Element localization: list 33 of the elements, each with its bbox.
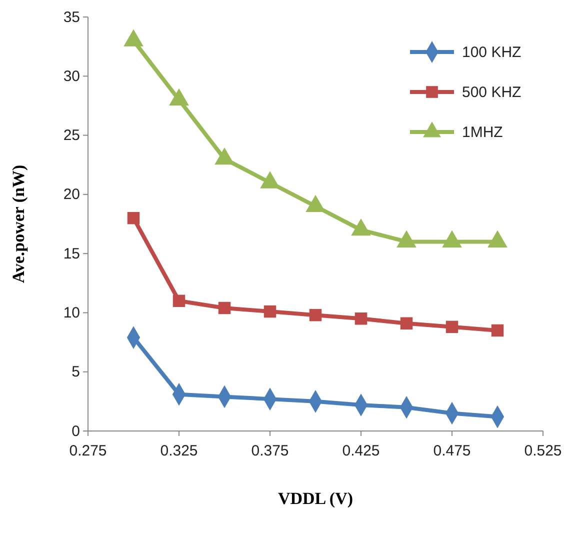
x-axis-title: VDDL (V) — [278, 489, 354, 508]
y-tick-label: 15 — [63, 245, 80, 262]
point — [400, 317, 413, 330]
point — [354, 312, 368, 325]
point — [446, 320, 458, 334]
y-tick-label: 20 — [63, 186, 80, 204]
y-tick-label: 5 — [72, 364, 80, 381]
legend-label: 500 KHZ — [462, 84, 522, 101]
y-tick-label: 35 — [63, 8, 80, 26]
y-tick-label: 30 — [63, 68, 80, 85]
point — [491, 324, 504, 337]
point — [264, 305, 276, 318]
point — [124, 29, 144, 46]
legend-label: 1MHZ — [462, 124, 503, 141]
point — [218, 302, 231, 314]
point — [214, 148, 234, 165]
x-tick-label: 0.325 — [160, 442, 198, 460]
legend-label: 100 KHZ — [462, 44, 522, 61]
y-tick-label: 25 — [63, 127, 80, 144]
x-tick-label: 0.525 — [524, 442, 562, 460]
x-tick-label: 0.425 — [342, 442, 380, 460]
y-axis-title: Ave.power (nW) — [9, 164, 28, 284]
point — [169, 88, 189, 106]
point — [306, 194, 326, 212]
point — [351, 218, 371, 236]
point — [172, 294, 186, 308]
point — [309, 308, 322, 322]
y-tick-label: 0 — [72, 422, 80, 440]
y-tick-label: 10 — [63, 304, 80, 322]
x-tick-label: 0.375 — [251, 442, 289, 460]
x-tick-label: 0.275 — [69, 442, 107, 460]
x-tick-label: 0.475 — [433, 442, 471, 460]
point — [260, 171, 280, 188]
